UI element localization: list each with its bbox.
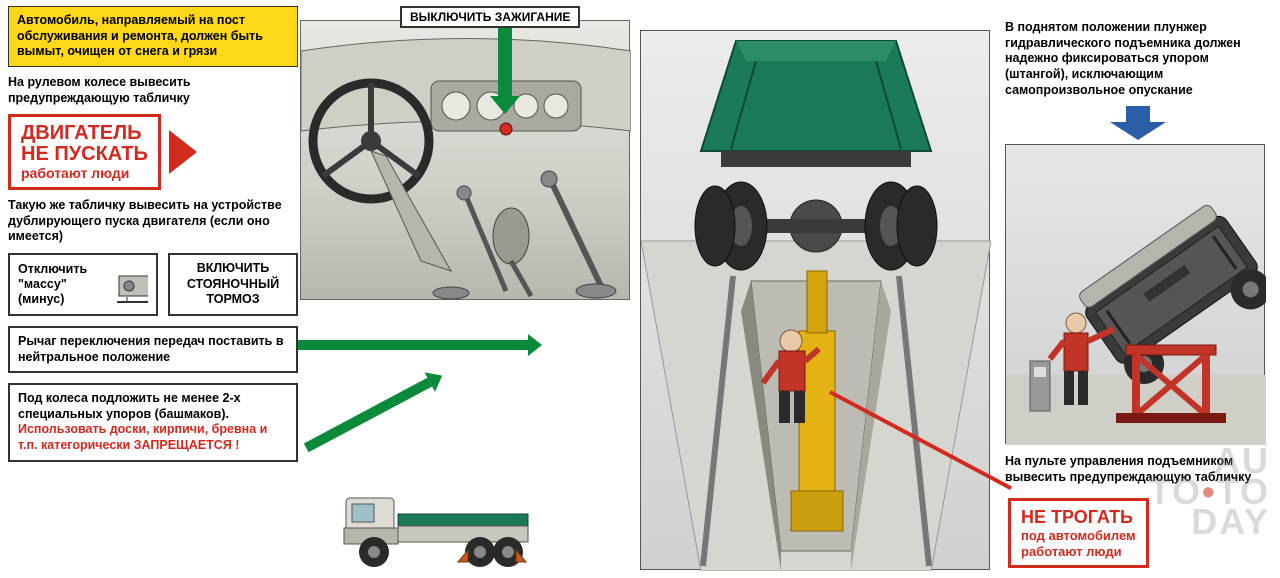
car-lift-illustration bbox=[1005, 144, 1265, 444]
warning-do-not-touch: НЕ ТРОГАТЬ под автомобилем работают люди bbox=[1008, 498, 1149, 568]
warning-sign-engine: ДВИГАТЕЛЬ НЕ ПУСКАТЬ работают люди bbox=[8, 114, 298, 190]
inspection-pit-illustration bbox=[640, 30, 990, 570]
truck-chocks-illustration bbox=[340, 480, 540, 570]
warning-engine-box: ДВИГАТЕЛЬ НЕ ПУСКАТЬ работают люди bbox=[8, 114, 161, 190]
battery-switch-icon bbox=[117, 264, 148, 304]
mass-label: Отключить "массу" (минус) bbox=[18, 262, 111, 307]
neutral-box: Рычаг переключения передач поставить в н… bbox=[8, 326, 298, 373]
warn-line3: работают люди bbox=[21, 165, 148, 181]
warn-line2: НЕ ПУСКАТЬ bbox=[21, 144, 148, 165]
lift-svg bbox=[1006, 145, 1266, 445]
ignition-arrow-icon bbox=[498, 26, 512, 98]
row-mass-brake: Отключить "массу" (минус) ВКЛЮЧИТЬ СТОЯН… bbox=[8, 253, 298, 316]
yellow-note: Автомобиль, направляемый на пост обслужи… bbox=[8, 6, 298, 67]
warn2-big: НЕ ТРОГАТЬ bbox=[1021, 507, 1136, 528]
watermark: AU TO•TO DAY bbox=[1149, 446, 1270, 538]
chocks-main: Под колеса подложить не менее 2-х специа… bbox=[18, 391, 241, 421]
ignition-off-label: ВЫКЛЮЧИТЬ ЗАЖИГАНИЕ bbox=[400, 6, 580, 28]
warn2-s2: работают люди bbox=[1021, 544, 1136, 560]
arrow-brake-icon bbox=[298, 340, 528, 350]
warn2-s1: под автомобилем bbox=[1021, 528, 1136, 544]
dashboard-illustration bbox=[300, 20, 630, 300]
red-arrow-icon bbox=[169, 130, 197, 174]
left-column: Автомобиль, направляемый на пост обслужи… bbox=[8, 6, 298, 462]
parking-brake-box: ВКЛЮЧИТЬ СТОЯНОЧНЫЙ ТОРМОЗ bbox=[168, 253, 298, 316]
pit-svg bbox=[641, 31, 991, 571]
wm-l3: DAY bbox=[1191, 501, 1270, 542]
duplicate-sign-text: Такую же табличку вывесить на устройствe… bbox=[8, 198, 298, 245]
hang-sign-text: На рулевом колесе вывесить предупреждающ… bbox=[8, 75, 298, 106]
chocks-forbid: Использовать доски, кирпичи, бревна и т.… bbox=[18, 422, 267, 452]
dashboard-svg bbox=[301, 21, 631, 301]
warn-line1: ДВИГАТЕЛЬ bbox=[21, 123, 148, 144]
blue-arrow-icon bbox=[1108, 106, 1168, 140]
truck-small-svg bbox=[340, 480, 540, 570]
arrow-neutral-icon bbox=[304, 378, 432, 453]
chocks-box: Под колеса подложить не менее 2-х специа… bbox=[8, 383, 298, 462]
right-column: В поднятом положении плунжер гидравличес… bbox=[1005, 20, 1270, 493]
plunger-text: В поднятом положении плунжер гидравличес… bbox=[1005, 20, 1270, 98]
mass-switch-box: Отключить "массу" (минус) bbox=[8, 253, 158, 316]
